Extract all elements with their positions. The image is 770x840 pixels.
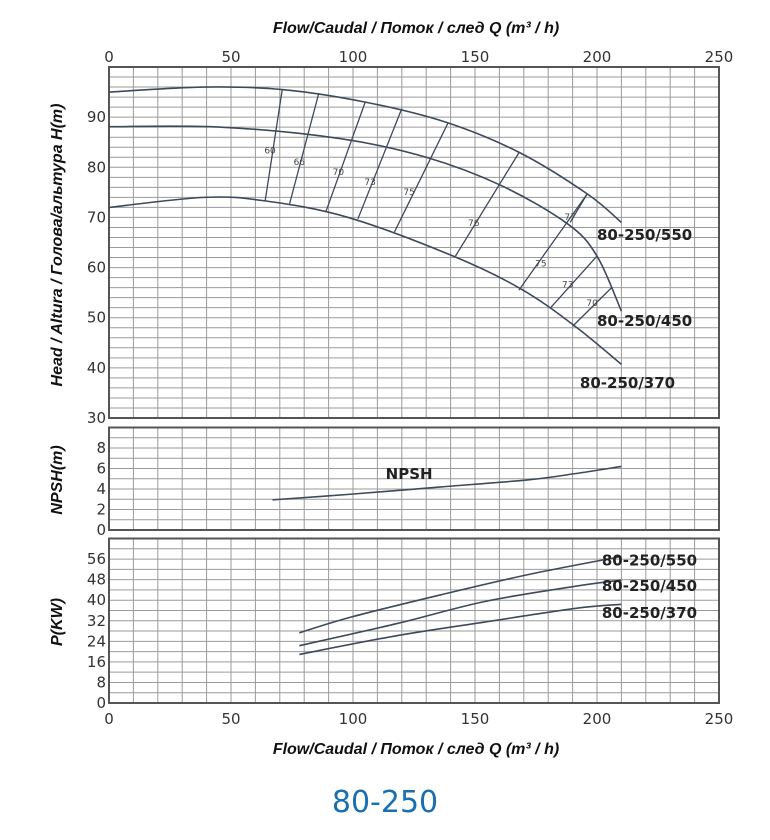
y-tick-label: 30 <box>87 409 106 427</box>
y-tick-label: 0 <box>96 694 106 712</box>
y-tick-label: 32 <box>87 612 106 630</box>
x-tick-label: 50 <box>221 710 240 728</box>
efficiency-line <box>357 108 403 220</box>
curve-80-250-450 <box>299 579 622 647</box>
x-tick-label: 0 <box>104 48 114 66</box>
head-panel: 30 40 50 60 70 80 90 0 50 100 150 200 250 60 66 70 73 75 7… <box>87 48 733 427</box>
curve-80-250-370 <box>108 196 622 365</box>
curve-label: 80-250/550 <box>602 551 697 569</box>
y-tick-label: 70 <box>87 208 106 226</box>
model-label: 80-250 <box>331 785 439 820</box>
curve-label: 80-250/450 <box>602 577 697 595</box>
efficiency-label: 76 <box>468 219 480 229</box>
curve-80-250-370 <box>299 603 622 656</box>
efficiency-line <box>572 287 613 327</box>
head-frame <box>108 66 720 419</box>
curve-80-250-550 <box>108 86 622 224</box>
bottom-x-axis-title: Flow/Caudal / Поток / след Q (m³ / h) <box>273 741 559 758</box>
y-tick-label: 56 <box>87 550 106 568</box>
efficiency-line <box>550 255 598 309</box>
x-tick-label: 200 <box>583 710 612 728</box>
x-tick-label: 0 <box>104 710 114 728</box>
power-frame <box>108 537 720 704</box>
y-tick-label: 2 <box>96 501 106 519</box>
efficiency-label: 66 <box>294 158 306 168</box>
npsh-y-axis-title: NPSH(m) <box>49 445 66 514</box>
curve-label: NPSH <box>386 465 433 483</box>
curve-label: 80-250/450 <box>597 312 692 330</box>
npsh-panel: 0 2 4 6 8 NPSH <box>96 426 720 539</box>
power-panel: 0 8 16 24 32 40 48 56 0 50 100 150 200 250 80-250/550 8… <box>87 537 734 728</box>
x-tick-label: 100 <box>339 710 368 728</box>
y-tick-label: 8 <box>96 439 106 457</box>
curve-80-250-550 <box>299 555 622 634</box>
x-tick-label: 200 <box>583 48 612 66</box>
curve-label: 80-250/370 <box>580 374 675 392</box>
efficiency-label: 73 <box>364 178 375 188</box>
y-tick-label: 24 <box>87 632 106 650</box>
power-y-axis-title: P(KW) <box>49 598 66 646</box>
npsh-frame <box>108 426 720 531</box>
efficiency-line <box>325 101 366 212</box>
x-tick-label: 150 <box>461 48 490 66</box>
x-tick-label: 250 <box>705 710 734 728</box>
y-tick-label: 0 <box>96 521 106 539</box>
y-tick-label: 6 <box>96 460 106 478</box>
y-tick-label: 60 <box>87 259 106 277</box>
x-tick-label: 250 <box>705 48 734 66</box>
efficiency-label: 70 <box>333 168 345 178</box>
efficiency-label: 60 <box>264 147 276 157</box>
y-tick-label: 48 <box>87 571 106 589</box>
y-tick-label: 90 <box>87 108 106 126</box>
y-tick-label: 8 <box>96 673 106 691</box>
y-tick-label: 50 <box>87 309 106 327</box>
curve-npsh <box>272 465 622 501</box>
curve-label: 80-250/550 <box>597 226 692 244</box>
efficiency-label: 75 <box>535 260 546 270</box>
x-tick-label: 100 <box>339 48 368 66</box>
efficiency-line <box>393 122 449 233</box>
efficiency-line <box>454 152 520 257</box>
efficiency-line <box>288 92 320 205</box>
curve-80-250-450 <box>108 125 623 312</box>
efficiency-line <box>518 193 588 291</box>
y-tick-label: 80 <box>87 158 106 176</box>
y-tick-label: 16 <box>87 653 106 671</box>
y-tick-label: 40 <box>87 591 106 609</box>
top-x-axis-title: Flow/Caudal / Поток / след Q (m³ / h) <box>273 20 559 37</box>
x-tick-label: 150 <box>461 710 490 728</box>
efficiency-label: 75 <box>403 188 414 198</box>
curve-label: 80-250/370 <box>602 604 697 622</box>
efficiency-label: 73 <box>562 281 573 291</box>
efficiency-line <box>264 89 283 201</box>
head-y-axis-title: Head / Altura / Голова/альтура H(m) <box>49 104 66 387</box>
y-tick-label: 40 <box>87 359 106 377</box>
efficiency-label: 70 <box>586 299 598 309</box>
y-tick-label: 4 <box>96 480 106 498</box>
x-tick-label: 50 <box>221 48 240 66</box>
